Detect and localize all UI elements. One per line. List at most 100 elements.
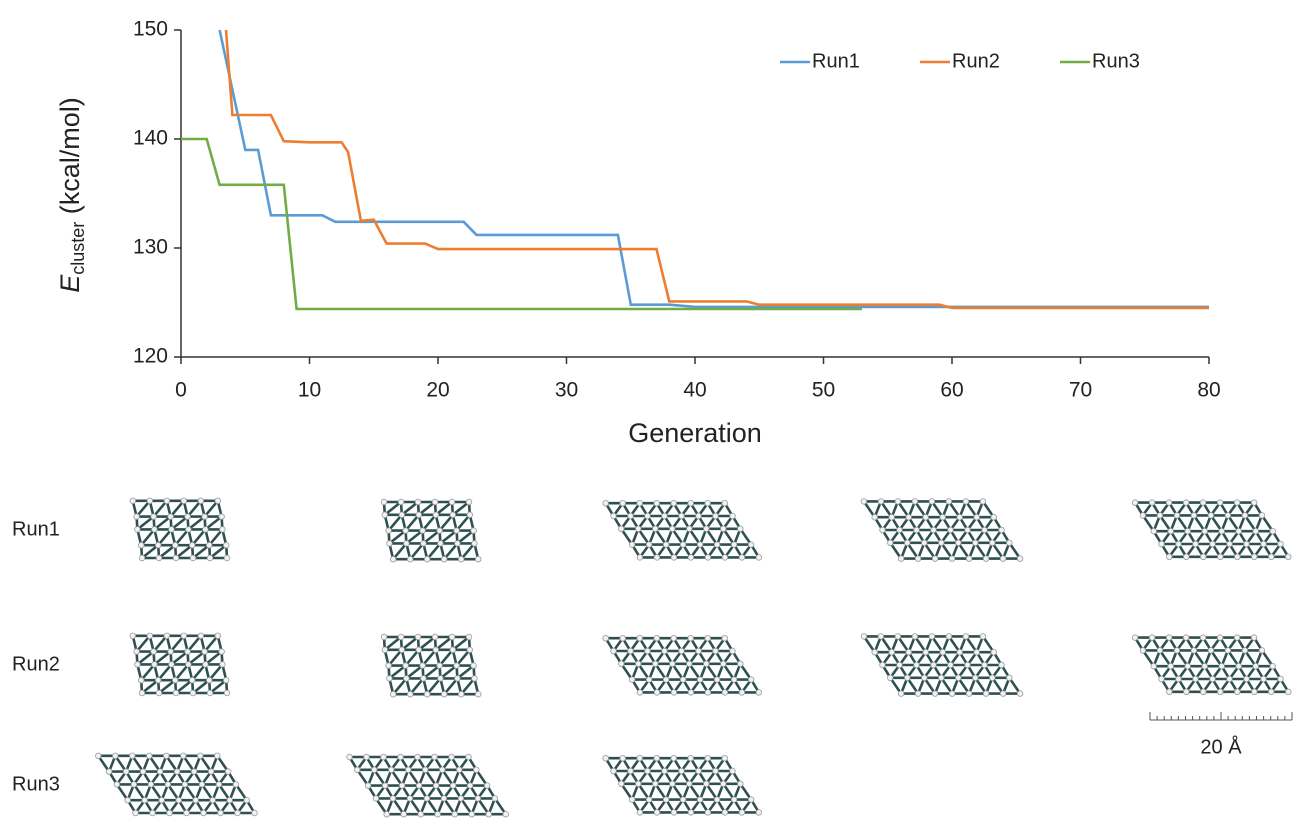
structure	[130, 498, 230, 561]
atom	[1217, 635, 1223, 641]
atom	[713, 648, 719, 654]
atom	[973, 675, 979, 681]
atom	[399, 647, 405, 653]
atom	[654, 755, 660, 761]
atom	[948, 662, 954, 668]
atom	[182, 782, 188, 788]
atom	[202, 514, 208, 520]
structure	[861, 499, 1023, 562]
atom	[872, 514, 878, 520]
atom	[152, 662, 158, 668]
atom	[135, 527, 141, 533]
atom	[134, 514, 140, 520]
atom	[965, 662, 971, 668]
atom	[438, 541, 444, 547]
atom	[364, 754, 370, 760]
atom	[861, 634, 867, 640]
atom	[1132, 500, 1138, 506]
atom	[611, 648, 617, 654]
atom	[381, 499, 387, 505]
atom	[730, 513, 736, 519]
atom	[1176, 676, 1182, 682]
atom	[704, 526, 710, 532]
atom	[176, 797, 182, 803]
structure	[130, 633, 230, 696]
x-tick-label: 50	[812, 379, 835, 402]
atom	[636, 526, 642, 532]
atom	[946, 634, 952, 640]
atom	[147, 753, 153, 759]
atom	[990, 540, 996, 546]
atom	[1184, 689, 1190, 695]
atom	[173, 690, 179, 696]
atom	[946, 499, 952, 505]
x-tick-label: 70	[1069, 379, 1092, 402]
atom	[730, 768, 736, 774]
atom	[390, 796, 396, 802]
atom	[467, 647, 473, 653]
atom	[889, 649, 895, 655]
atom	[705, 500, 711, 506]
atom	[185, 649, 191, 655]
atom	[387, 676, 393, 682]
atom	[433, 512, 439, 518]
atom	[963, 634, 969, 640]
atom	[756, 555, 762, 561]
atom	[1185, 663, 1191, 669]
atom	[662, 768, 668, 774]
atom	[722, 635, 728, 641]
atom	[714, 677, 720, 683]
atom	[421, 676, 427, 682]
atom	[441, 691, 447, 697]
atom	[227, 797, 233, 803]
atom	[1244, 541, 1250, 547]
atom	[637, 500, 643, 506]
atom	[670, 526, 676, 532]
atom	[670, 661, 676, 667]
atom	[861, 499, 867, 505]
atom	[406, 767, 412, 773]
atom	[999, 662, 1005, 668]
atom	[167, 810, 173, 816]
atom	[190, 555, 196, 561]
atom	[705, 755, 711, 761]
atom	[382, 783, 388, 789]
atom	[697, 677, 703, 683]
atom	[450, 647, 456, 653]
atom	[244, 797, 250, 803]
atom	[159, 797, 165, 803]
atom	[1200, 500, 1206, 506]
atom	[189, 542, 195, 548]
atom	[949, 691, 955, 697]
atom	[973, 540, 979, 546]
atom	[688, 755, 694, 761]
atom	[148, 782, 154, 788]
atom	[722, 555, 728, 561]
atom	[1007, 675, 1013, 681]
atom	[190, 690, 196, 696]
atom	[739, 555, 745, 561]
atom	[905, 675, 911, 681]
atom	[130, 753, 136, 759]
atom	[147, 498, 153, 504]
atom	[441, 556, 447, 562]
atom	[1159, 541, 1165, 547]
atom	[130, 633, 136, 639]
atom	[206, 677, 212, 683]
atom	[1168, 663, 1174, 669]
series-line	[220, 30, 1209, 307]
atom	[738, 781, 744, 787]
atom	[403, 663, 409, 669]
y-axis-title: Ecluster (kcal/mol)	[55, 97, 88, 293]
atom	[1174, 513, 1180, 519]
atom	[198, 498, 204, 504]
atom	[168, 514, 174, 520]
atom	[1219, 528, 1225, 534]
atom	[1140, 648, 1146, 654]
atom	[355, 767, 361, 773]
structure	[603, 500, 762, 560]
atom	[704, 661, 710, 667]
atom	[1236, 663, 1242, 669]
atom	[679, 513, 685, 519]
